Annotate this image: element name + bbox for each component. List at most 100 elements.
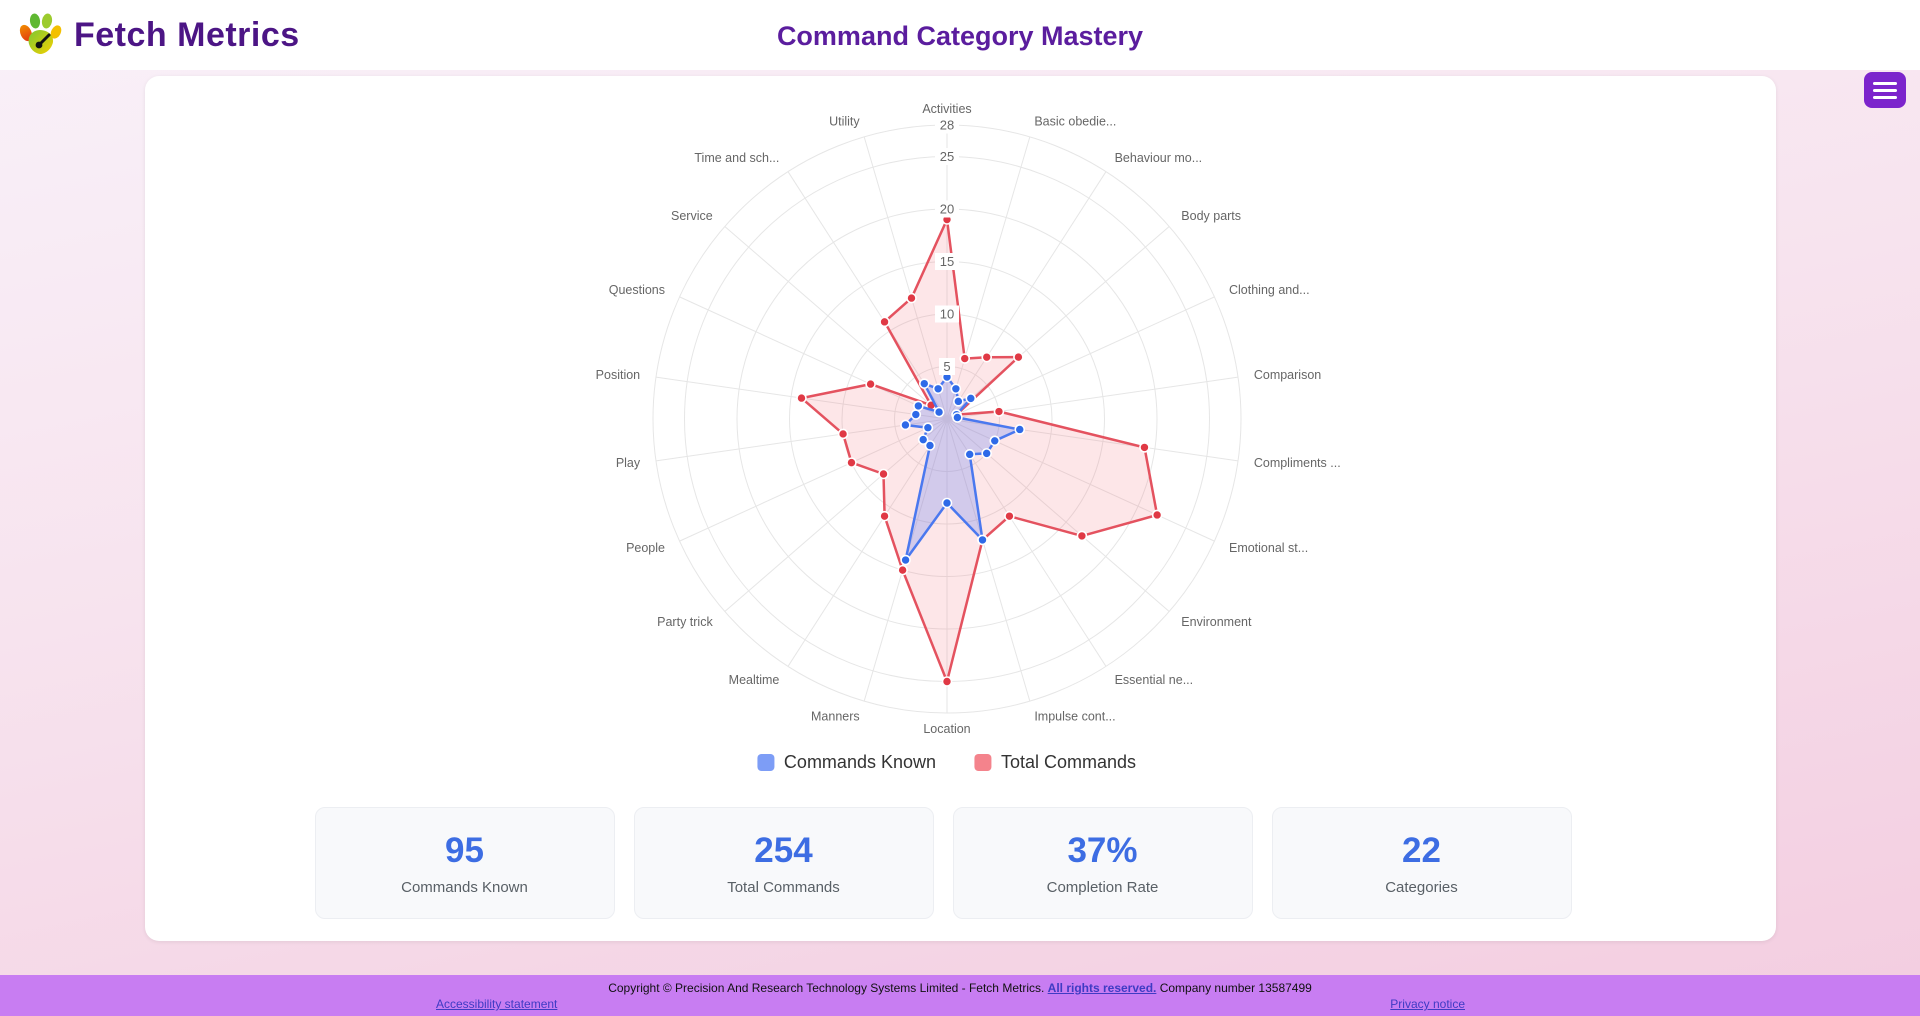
- data-point-total-commands: [1138, 442, 1150, 453]
- axis-label: Manners: [811, 709, 860, 723]
- stat-value: 22: [1402, 830, 1441, 870]
- stat-card-total-commands: 254 Total Commands: [633, 807, 934, 919]
- data-point-total-commands: [864, 378, 876, 390]
- data-point-commands-known: [950, 383, 961, 395]
- grid-spoke: [678, 296, 947, 420]
- all-rights-reserved-link[interactable]: All rights reserved.: [1047, 981, 1157, 995]
- grid-spoke: [863, 136, 947, 420]
- grid-spoke: [946, 418, 1106, 667]
- axis-label: Location: [923, 722, 970, 736]
- axis-label: Mealtime: [728, 673, 779, 687]
- data-point-commands-known: [941, 497, 952, 509]
- data-point-total-commands: [845, 457, 857, 468]
- data-point-total-commands: [958, 353, 970, 364]
- axis-label: Utility: [829, 115, 860, 129]
- privacy-notice-link[interactable]: Privacy notice: [1390, 997, 1465, 1011]
- stat-card-categories: 22 Categories: [1271, 807, 1572, 919]
- data-point-total-commands: [837, 428, 848, 440]
- legend-item-total-commands[interactable]: Total Commands: [974, 752, 1136, 773]
- axis-label: Party trick: [657, 615, 713, 629]
- tick-backdrop: [934, 200, 959, 218]
- company-number: Company number 13587499: [1156, 981, 1312, 995]
- data-point-total-commands: [1003, 510, 1015, 522]
- axis-label: Time and sch...: [694, 151, 779, 165]
- app-header: Fetch Metrics Command Category Mastery: [0, 0, 1920, 70]
- radial-tick-label: 5: [943, 359, 950, 374]
- axis-label: Comparison: [1253, 368, 1320, 382]
- data-point-commands-known: [899, 554, 911, 566]
- hamburger-bar: [1873, 95, 1897, 99]
- legend-swatch: [756, 754, 774, 771]
- axis-label: Impulse cont...: [1034, 709, 1115, 723]
- data-point-commands-known: [965, 393, 976, 404]
- data-point-commands-known: [899, 419, 911, 431]
- legend-label: Total Commands: [1001, 752, 1137, 772]
- data-point-commands-known: [988, 435, 1000, 447]
- data-point-commands-known: [963, 449, 975, 460]
- data-point-total-commands: [1151, 509, 1162, 521]
- grid-spoke: [946, 171, 1106, 420]
- stat-card-commands-known: 95 Commands Known: [314, 807, 615, 919]
- data-point-commands-known: [917, 434, 928, 445]
- legend-item-commands-known[interactable]: Commands Known: [756, 752, 937, 773]
- data-point-commands-known: [951, 412, 963, 423]
- stats-row: 95 Commands Known 254 Total Commands 37%…: [314, 807, 1575, 919]
- tick-backdrop: [934, 148, 959, 165]
- axis-label: Behaviour mo...: [1114, 151, 1202, 165]
- stat-label: Completion Rate: [1046, 878, 1159, 896]
- axis-label: Environment: [1181, 615, 1252, 629]
- radial-tick-label: 15: [939, 254, 953, 269]
- page-footer: Copyright © Precision And Research Techn…: [0, 975, 1920, 1016]
- stat-card-completion-rate: 37% Completion Rate: [952, 807, 1253, 919]
- data-point-commands-known: [1013, 424, 1025, 435]
- accessibility-statement-link[interactable]: Accessibility statement: [436, 997, 558, 1011]
- stat-label: Categories: [1385, 878, 1458, 896]
- app-logo: Fetch Metrics: [18, 13, 300, 57]
- chart-legend: Commands Known Total Commands: [756, 752, 1136, 773]
- radial-tick-label: 25: [939, 149, 953, 164]
- data-point-commands-known: [912, 400, 924, 412]
- hamburger-bar: [1873, 88, 1897, 92]
- data-point-commands-known: [980, 448, 992, 459]
- data-point-commands-known: [922, 422, 933, 434]
- radial-tick-label: 10: [939, 307, 953, 322]
- legend-swatch: [974, 754, 992, 771]
- stat-value: 95: [445, 830, 484, 870]
- grid-spoke: [946, 226, 1170, 420]
- data-point-total-commands: [941, 676, 952, 687]
- data-point-total-commands: [1012, 351, 1024, 363]
- data-point-total-commands: [1076, 530, 1087, 542]
- axis-label: Questions: [608, 283, 664, 297]
- stat-label: Commands Known: [401, 878, 528, 896]
- axis-label: Basic obedie...: [1034, 115, 1116, 129]
- data-point-commands-known: [976, 534, 988, 546]
- grid-spoke: [723, 226, 947, 420]
- axis-label: Service: [671, 209, 713, 223]
- axis-label: Compliments ...: [1253, 456, 1340, 470]
- grid-spoke: [723, 418, 947, 612]
- radial-tick-label: 20: [939, 202, 953, 217]
- axis-label: Essential ne...: [1114, 673, 1193, 687]
- hamburger-menu-button[interactable]: [1864, 72, 1906, 108]
- data-point-commands-known: [918, 378, 930, 389]
- data-point-total-commands: [993, 406, 1004, 417]
- axis-label: Play: [615, 456, 640, 470]
- grid-spoke: [787, 418, 947, 667]
- copyright-text: Copyright © Precision And Research Techn…: [0, 981, 1920, 995]
- radar-chart[interactable]: 5 10 15 20 25 28 Activities Basic obedie... Beha…: [327, 76, 1567, 776]
- tick-backdrop: [934, 253, 959, 270]
- tick-backdrop: [934, 305, 959, 323]
- data-point-total-commands: [795, 392, 807, 404]
- axis-label: Activities: [922, 102, 971, 116]
- data-point-commands-known: [932, 383, 943, 395]
- data-point-commands-known: [933, 406, 944, 418]
- stat-value: 37%: [1067, 830, 1138, 870]
- axis-label: Body parts: [1181, 209, 1241, 223]
- data-point-commands-known: [910, 409, 921, 420]
- axis-label: Emotional st...: [1228, 541, 1307, 555]
- data-point-commands-known: [952, 396, 964, 407]
- legend-label: Commands Known: [783, 752, 937, 772]
- grid-spoke: [655, 418, 947, 462]
- tick-backdrop: [938, 358, 955, 375]
- axis-label: Clothing and...: [1228, 283, 1309, 297]
